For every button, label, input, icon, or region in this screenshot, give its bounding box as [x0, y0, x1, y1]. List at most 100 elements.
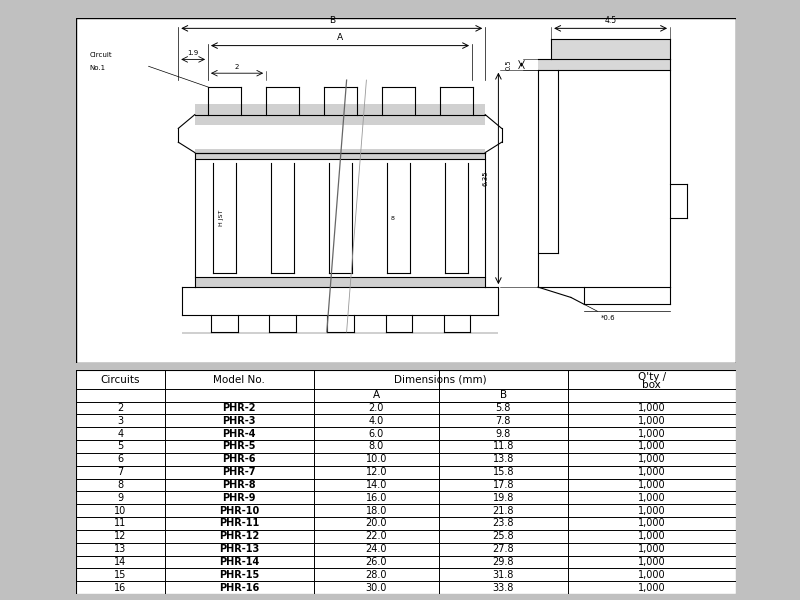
- Text: 16: 16: [114, 583, 126, 593]
- Text: PHR-10: PHR-10: [219, 506, 259, 515]
- Text: 3: 3: [118, 416, 124, 426]
- Text: PHR-2: PHR-2: [222, 403, 256, 413]
- Text: 8: 8: [391, 215, 394, 221]
- Text: 2: 2: [235, 64, 239, 70]
- Text: *0.6: *0.6: [601, 314, 615, 320]
- Text: Circuits: Circuits: [101, 375, 140, 385]
- Text: 14: 14: [114, 557, 126, 567]
- Text: Dimensions (mm): Dimensions (mm): [394, 375, 487, 385]
- Text: 14.0: 14.0: [366, 480, 387, 490]
- Text: 28.0: 28.0: [366, 570, 387, 580]
- Text: Model No.: Model No.: [214, 375, 266, 385]
- Text: 8: 8: [118, 480, 124, 490]
- Text: 20.0: 20.0: [366, 518, 387, 529]
- Bar: [538, 59, 670, 70]
- Text: 6.0: 6.0: [369, 428, 384, 439]
- Text: Circuit: Circuit: [90, 52, 112, 58]
- Text: 1,000: 1,000: [638, 557, 666, 567]
- Text: PHR-8: PHR-8: [222, 480, 256, 490]
- Text: 13: 13: [114, 544, 126, 554]
- Text: 25.8: 25.8: [493, 531, 514, 541]
- Text: 23.8: 23.8: [493, 518, 514, 529]
- Text: 11: 11: [114, 518, 126, 529]
- Text: 18.0: 18.0: [366, 506, 387, 515]
- Text: 1,000: 1,000: [638, 531, 666, 541]
- Text: H JST: H JST: [218, 210, 224, 226]
- Text: 13.8: 13.8: [493, 454, 514, 464]
- Text: 1,000: 1,000: [638, 506, 666, 515]
- Text: 4.0: 4.0: [369, 416, 384, 426]
- Text: 1,000: 1,000: [638, 416, 666, 426]
- Text: 10.0: 10.0: [366, 454, 387, 464]
- Text: 1.9: 1.9: [187, 50, 198, 56]
- Text: 1,000: 1,000: [638, 544, 666, 554]
- Text: 1,000: 1,000: [638, 467, 666, 477]
- Text: PHR-12: PHR-12: [219, 531, 259, 541]
- Text: 16.0: 16.0: [366, 493, 387, 503]
- Text: 10: 10: [114, 506, 126, 515]
- Text: 7.8: 7.8: [496, 416, 511, 426]
- Text: PHR-15: PHR-15: [219, 570, 259, 580]
- Text: 22.0: 22.0: [366, 531, 387, 541]
- Text: No.1: No.1: [90, 65, 106, 71]
- Text: 1,000: 1,000: [638, 428, 666, 439]
- Text: PHR-16: PHR-16: [219, 583, 259, 593]
- Text: 5.8: 5.8: [496, 403, 511, 413]
- Bar: [551, 38, 670, 59]
- Text: 6: 6: [118, 454, 124, 464]
- Bar: [195, 104, 485, 125]
- Text: 1,000: 1,000: [638, 480, 666, 490]
- Text: 1,000: 1,000: [638, 493, 666, 503]
- Bar: [195, 277, 485, 287]
- Text: 1,000: 1,000: [638, 583, 666, 593]
- Text: PHR-9: PHR-9: [222, 493, 256, 503]
- Text: PHR-3: PHR-3: [222, 416, 256, 426]
- Text: Q'ty /: Q'ty /: [638, 372, 666, 382]
- Text: 33.8: 33.8: [493, 583, 514, 593]
- Text: 12.0: 12.0: [366, 467, 387, 477]
- Text: B: B: [500, 391, 507, 400]
- Text: 30.0: 30.0: [366, 583, 387, 593]
- Bar: [195, 149, 485, 160]
- Text: 29.8: 29.8: [493, 557, 514, 567]
- Text: 0.5: 0.5: [506, 59, 512, 70]
- Text: 27.8: 27.8: [493, 544, 514, 554]
- Text: B: B: [329, 16, 335, 25]
- Text: A: A: [337, 33, 343, 42]
- Text: 4: 4: [118, 428, 124, 439]
- Bar: [182, 332, 498, 334]
- Text: 1,000: 1,000: [638, 570, 666, 580]
- Text: 17.8: 17.8: [493, 480, 514, 490]
- Text: PHR-4: PHR-4: [222, 428, 256, 439]
- Text: 1,000: 1,000: [638, 518, 666, 529]
- Text: box: box: [642, 380, 662, 391]
- Text: PHR-5: PHR-5: [222, 442, 256, 451]
- Text: 19.8: 19.8: [493, 493, 514, 503]
- Text: 24.0: 24.0: [366, 544, 387, 554]
- Text: PHR-6: PHR-6: [222, 454, 256, 464]
- Text: PHR-11: PHR-11: [219, 518, 259, 529]
- Text: PHR-7: PHR-7: [222, 467, 256, 477]
- Text: 1,000: 1,000: [638, 442, 666, 451]
- Text: 15: 15: [114, 570, 126, 580]
- Text: 31.8: 31.8: [493, 570, 514, 580]
- Text: 26.0: 26.0: [366, 557, 387, 567]
- Text: 7: 7: [118, 467, 124, 477]
- Text: 1,000: 1,000: [638, 403, 666, 413]
- Text: 8.0: 8.0: [369, 442, 384, 451]
- Text: 4.5: 4.5: [605, 16, 617, 25]
- Text: A: A: [373, 391, 380, 400]
- Text: 2: 2: [118, 403, 124, 413]
- Text: 9: 9: [118, 493, 124, 503]
- Text: 5: 5: [118, 442, 124, 451]
- Text: 9.8: 9.8: [496, 428, 511, 439]
- Text: 11.8: 11.8: [493, 442, 514, 451]
- Text: PHR-13: PHR-13: [219, 544, 259, 554]
- Text: 1,000: 1,000: [638, 454, 666, 464]
- Text: 2.0: 2.0: [369, 403, 384, 413]
- Text: 15.8: 15.8: [493, 467, 514, 477]
- Text: 21.8: 21.8: [493, 506, 514, 515]
- Text: 6.35: 6.35: [482, 170, 489, 186]
- Text: PHR-14: PHR-14: [219, 557, 259, 567]
- Text: 12: 12: [114, 531, 126, 541]
